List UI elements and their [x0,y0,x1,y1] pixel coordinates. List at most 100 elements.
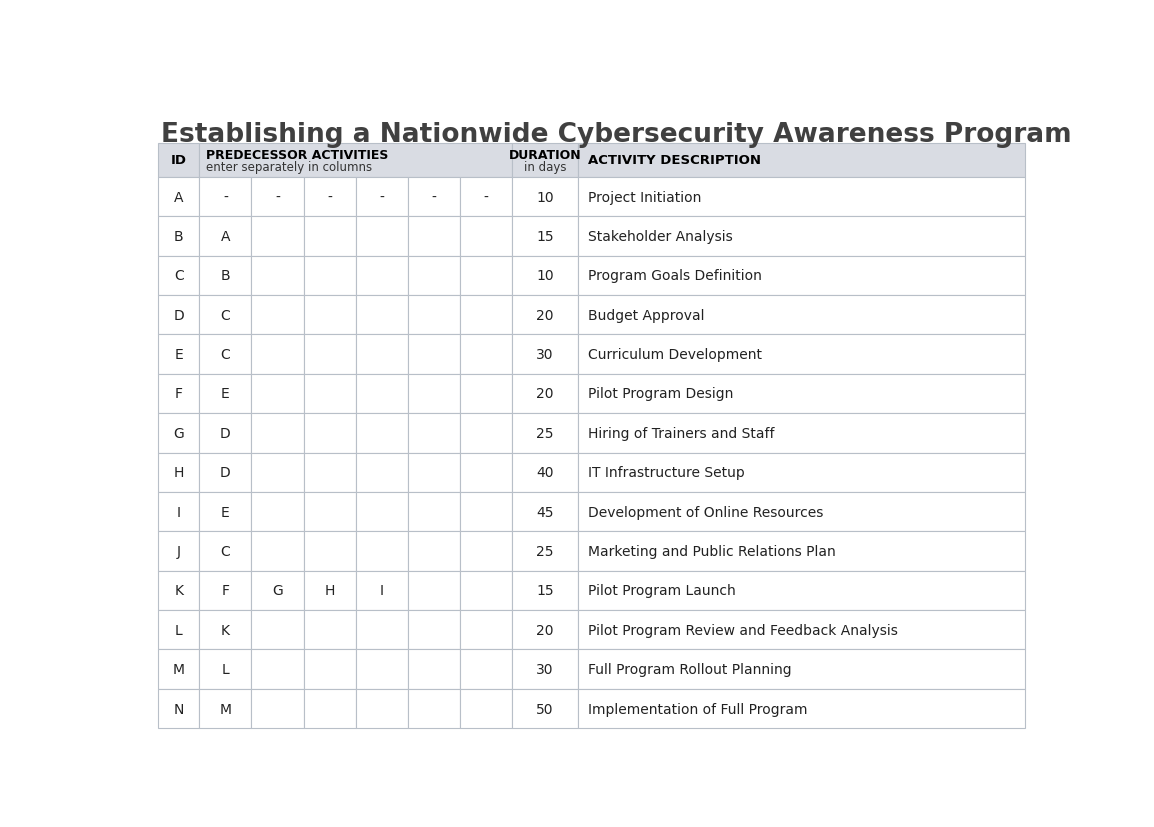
Bar [304,335,355,375]
Bar [200,571,252,610]
Bar [407,296,459,335]
Bar [252,610,304,650]
Bar [459,492,512,532]
Bar [407,650,459,689]
Bar [304,571,355,610]
Bar [304,532,355,571]
Bar [200,492,252,532]
Bar [355,414,407,453]
Bar [355,256,407,296]
Bar [158,571,200,610]
Text: D: D [173,308,185,323]
Bar [252,532,304,571]
Text: DURATION: DURATION [509,149,582,161]
Text: D: D [220,427,231,440]
Bar [200,178,252,217]
Text: 25: 25 [537,427,554,440]
Bar [252,178,304,217]
Bar [158,414,200,453]
Text: E: E [222,387,230,401]
Bar [158,217,200,256]
Text: C: C [220,544,231,558]
Text: A: A [220,230,230,244]
Text: -: - [380,190,384,204]
Text: K: K [174,584,183,598]
Bar [512,296,578,335]
Bar [304,217,355,256]
Bar [512,453,578,492]
Bar [459,217,512,256]
Bar [578,296,1025,335]
Bar [304,453,355,492]
Bar [304,492,355,532]
Bar [459,689,512,729]
Bar [304,414,355,453]
Bar [512,178,578,217]
Bar [158,453,200,492]
Text: -: - [484,190,488,204]
Bar [158,178,200,217]
Bar [578,650,1025,689]
Text: Marketing and Public Relations Plan: Marketing and Public Relations Plan [587,544,835,558]
Bar [304,256,355,296]
Bar [512,144,578,178]
Bar [578,571,1025,610]
Bar [407,256,459,296]
Text: E: E [174,347,183,361]
Bar [407,571,459,610]
Bar [512,571,578,610]
Bar [200,296,252,335]
Text: G: G [272,584,283,598]
Text: F: F [222,584,230,598]
Text: Project Initiation: Project Initiation [587,190,702,204]
Bar [158,532,200,571]
Text: L: L [222,662,230,676]
Bar [304,375,355,414]
Bar [578,610,1025,650]
Bar [355,689,407,729]
Bar [200,217,252,256]
Bar [200,689,252,729]
Bar [200,532,252,571]
Text: 45: 45 [537,505,554,519]
Bar [459,256,512,296]
Text: Pilot Program Review and Feedback Analysis: Pilot Program Review and Feedback Analys… [587,623,898,637]
Bar [304,689,355,729]
Bar [512,217,578,256]
Bar [512,650,578,689]
Text: H: H [324,584,335,598]
Bar [407,689,459,729]
Text: M: M [173,662,185,676]
Bar [355,571,407,610]
Bar [578,532,1025,571]
Text: PREDECESSOR ACTIVITIES: PREDECESSOR ACTIVITIES [205,149,388,161]
Bar [407,610,459,650]
Text: 10: 10 [537,190,554,204]
Bar [355,492,407,532]
Bar [407,492,459,532]
Bar [459,571,512,610]
Bar [158,296,200,335]
Bar [459,453,512,492]
Bar [200,335,252,375]
Text: H: H [173,466,183,480]
Bar [512,335,578,375]
Bar [578,256,1025,296]
Bar [304,178,355,217]
Bar [355,178,407,217]
Bar [200,144,512,178]
Bar [158,650,200,689]
Bar [355,375,407,414]
Bar [252,492,304,532]
Bar [355,532,407,571]
Bar [578,217,1025,256]
Bar [200,256,252,296]
Text: 30: 30 [537,347,554,361]
Bar [407,217,459,256]
Bar [578,453,1025,492]
Bar [578,144,1025,178]
Bar [459,335,512,375]
Text: Implementation of Full Program: Implementation of Full Program [587,701,807,715]
Text: 20: 20 [537,387,554,401]
Text: 15: 15 [537,230,554,244]
